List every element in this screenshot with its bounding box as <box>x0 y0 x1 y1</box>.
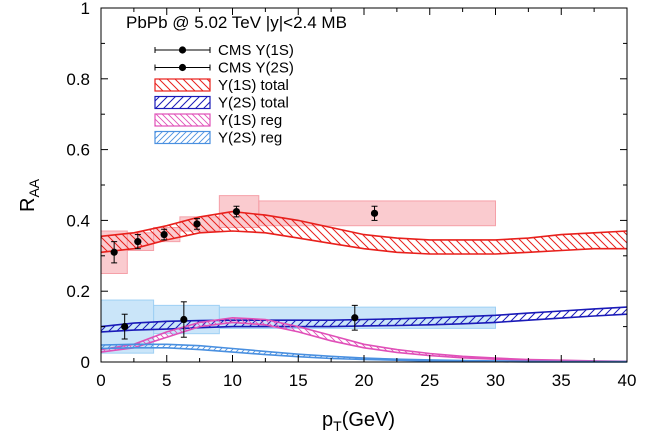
data-point-1-4 <box>193 220 201 228</box>
y-tick-label: 0.4 <box>66 211 90 230</box>
band-upper-line-1 <box>100 210 628 241</box>
legend-swatch <box>154 113 211 127</box>
data-point-1-5 <box>232 207 241 216</box>
x-tick-label: 30 <box>486 371 505 390</box>
y-axis-title: RAA <box>17 178 42 212</box>
legend-label: CMS Υ(2S) <box>218 60 294 77</box>
legend-label: Υ(2S) reg <box>218 130 282 147</box>
data-point-1-6 <box>370 209 379 217</box>
x-tick-label: 35 <box>552 371 571 390</box>
y-tick-label: 1 <box>81 0 90 18</box>
model-bands <box>100 210 628 363</box>
band-lower-line-1 <box>100 230 627 255</box>
x-tick-label: 15 <box>289 371 308 390</box>
legend-swatch <box>154 95 211 110</box>
x-axis-title: pT(GeV) <box>322 409 395 434</box>
data-points <box>110 205 379 340</box>
band-fill-1 <box>101 211 627 254</box>
x-tick-label: 40 <box>618 371 637 390</box>
data-point-1-3 <box>160 230 168 239</box>
legend-label: Υ(1S) total <box>218 77 289 94</box>
data-point-1-2 <box>134 238 142 246</box>
y-tick-label: 0 <box>81 353 90 372</box>
x-axis-title-unit: (GeV) <box>342 409 395 431</box>
legend-marker <box>178 46 187 54</box>
y-axis-title-symbol: R <box>17 198 39 212</box>
legend-label: CMS Υ(1S) <box>218 42 294 59</box>
y-tick-label: 0.6 <box>66 141 90 160</box>
data-point-2-1 <box>121 323 129 331</box>
band-upper-line-2 <box>100 306 628 328</box>
y-tick-label: 0.8 <box>66 70 90 89</box>
x-axis-title-subscript: T <box>333 418 342 434</box>
data-point-2-2 <box>180 315 188 324</box>
data-point-2-3 <box>351 314 359 322</box>
x-tick-label: 10 <box>223 371 242 390</box>
x-axis-title-symbol: p <box>322 409 333 431</box>
legend-swatch <box>154 130 211 145</box>
legend-swatch <box>154 78 211 92</box>
x-tick-label: 25 <box>420 371 439 390</box>
legend-label: Υ(2S) total <box>218 95 289 112</box>
x-tick-label: 5 <box>162 371 171 390</box>
chart-title: PbPb @ 5.02 TeV |y|<2.4 MB <box>126 13 347 32</box>
x-tick-label: 0 <box>96 371 105 390</box>
axis-ticks: 0 5 10 15 20 25 30 35 40 0 0.2 0.4 0.6 0.8 1 <box>66 0 636 390</box>
x-tick-label: 20 <box>355 371 374 390</box>
legend-label: Υ(1S) reg <box>218 112 282 129</box>
y-axis-title-subscript: AA <box>26 178 42 197</box>
band-lower-line-3 <box>100 321 628 363</box>
syst-box-1-6 <box>258 200 496 227</box>
y-tick-label: 0.2 <box>66 282 90 301</box>
data-point-1-1 <box>110 248 118 256</box>
legend-marker <box>178 63 187 72</box>
